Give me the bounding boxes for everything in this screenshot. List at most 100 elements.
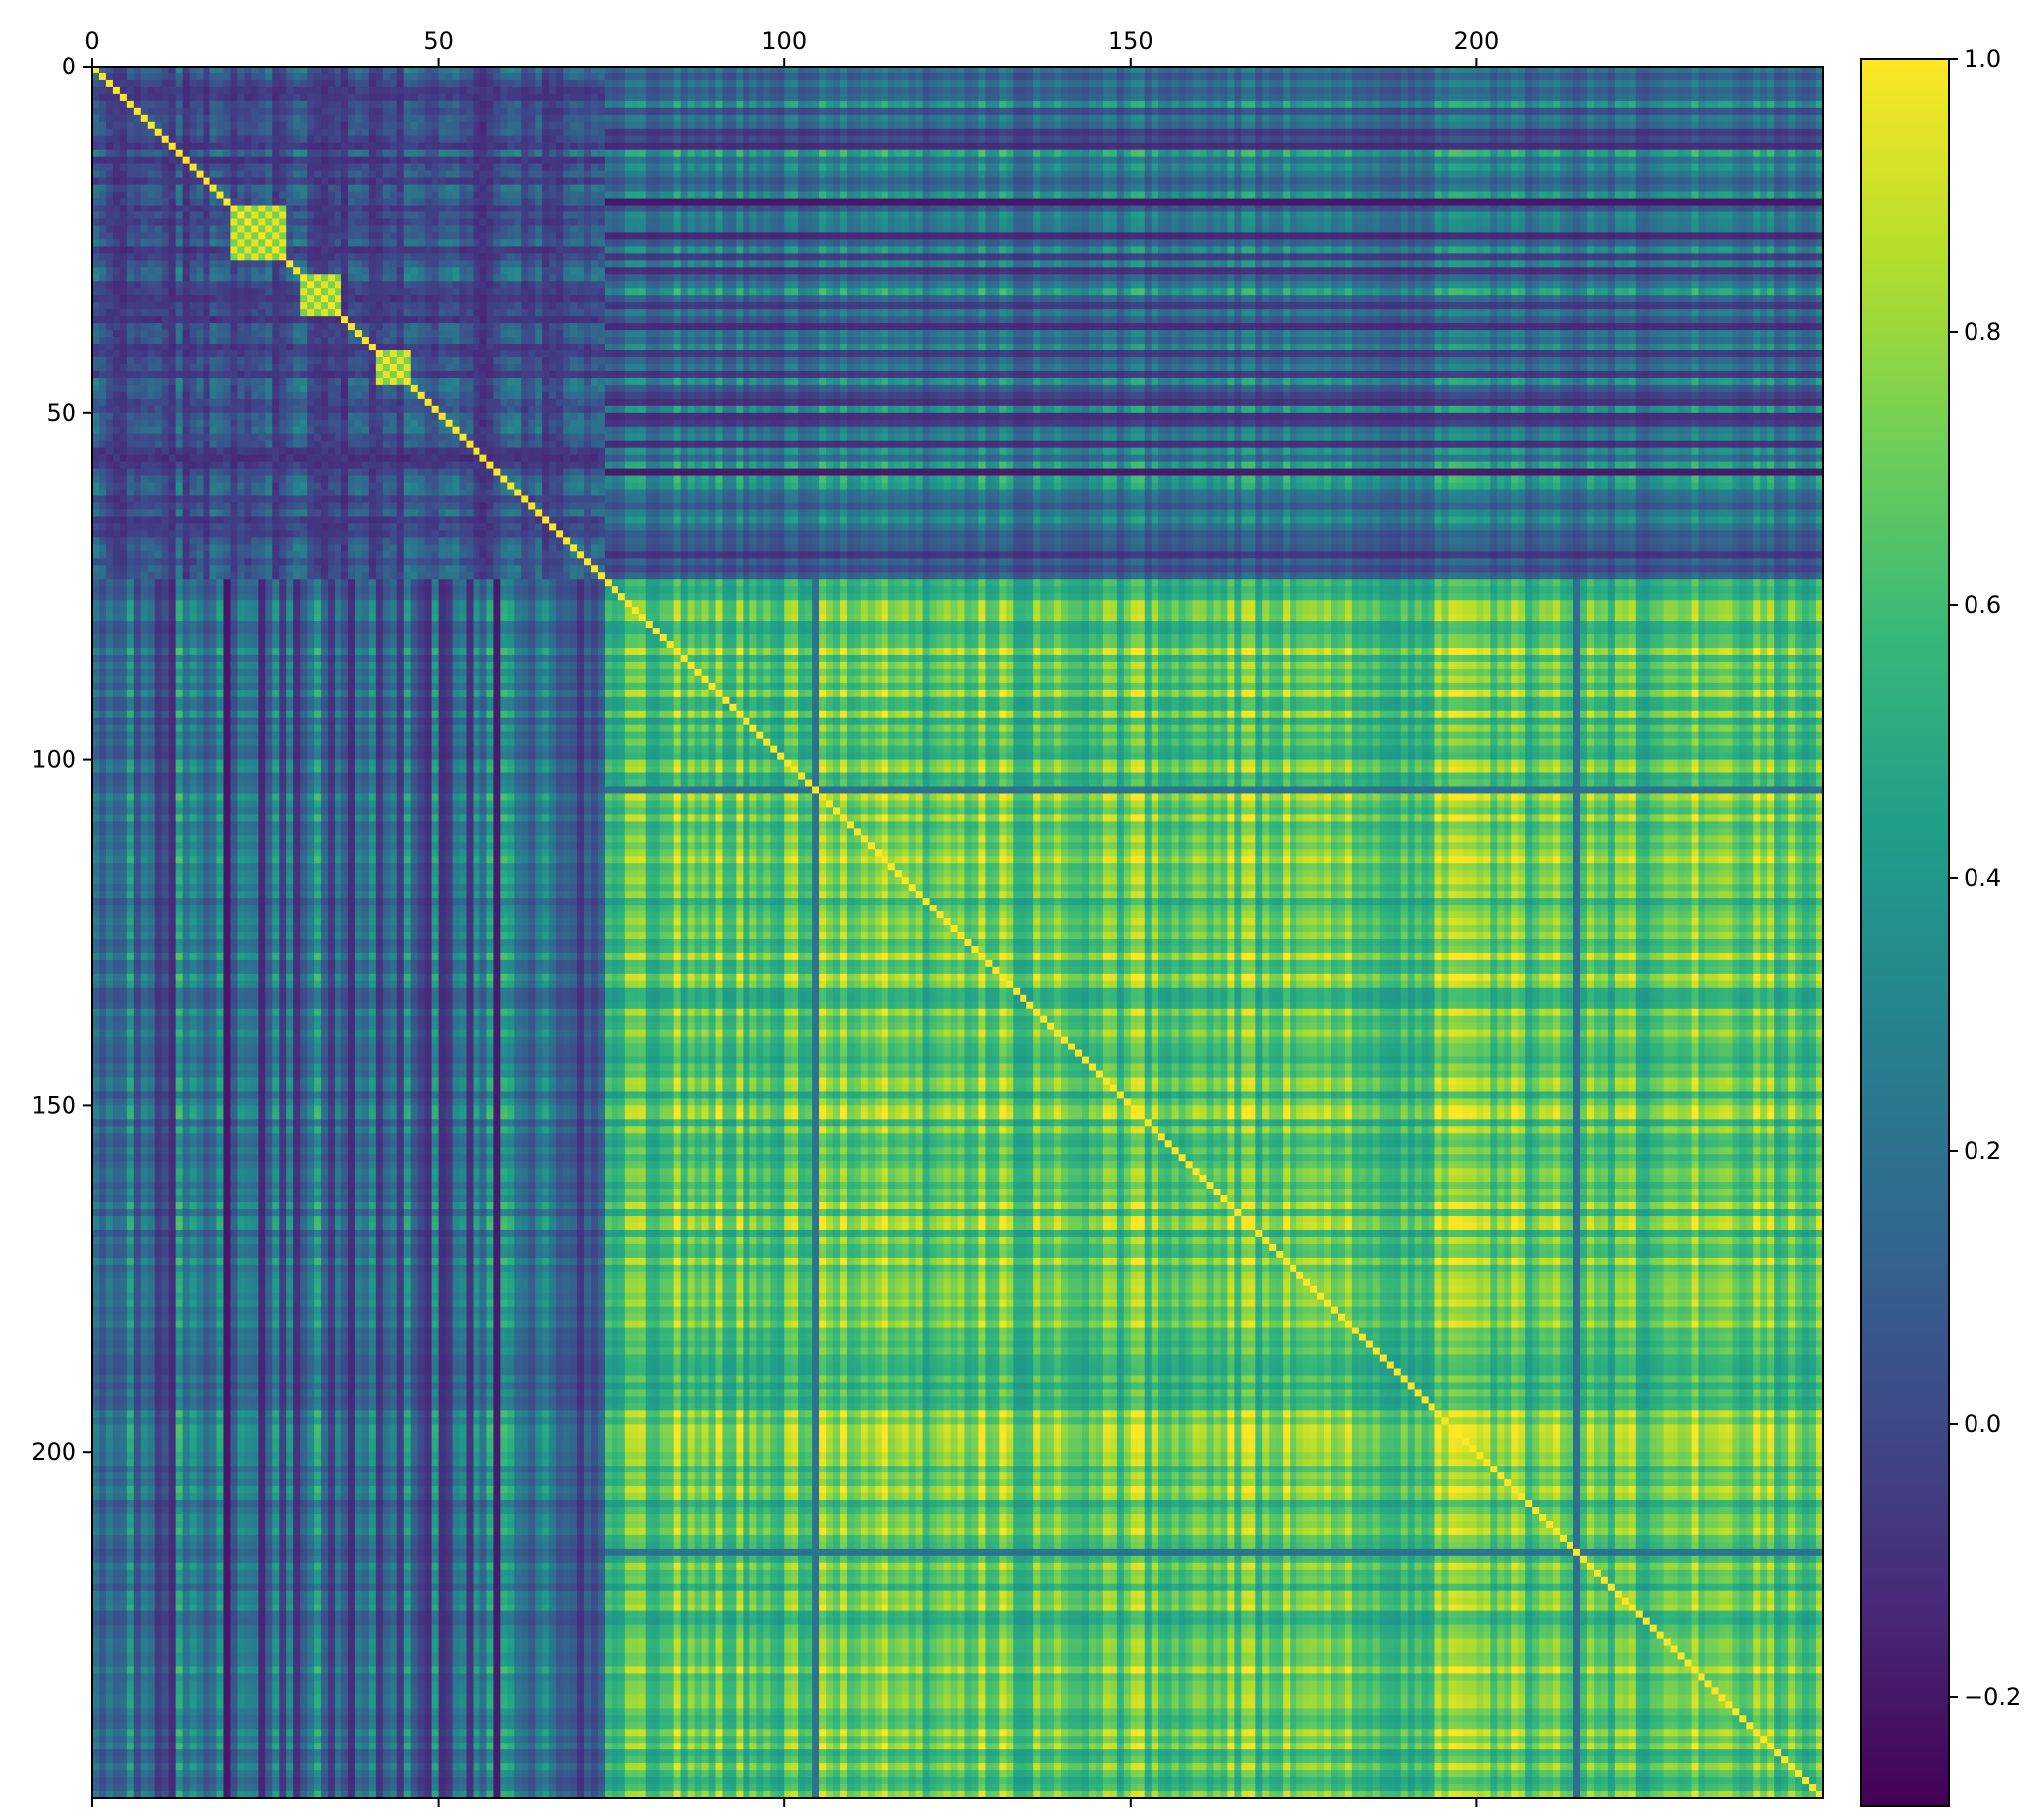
heatmap-cell xyxy=(514,73,522,81)
heatmap-cell xyxy=(258,67,266,74)
heatmap-cell xyxy=(1567,67,1574,74)
heatmap-cell xyxy=(861,94,869,102)
heatmap-cell xyxy=(861,87,869,95)
heatmap-cell xyxy=(425,73,433,81)
heatmap-cell xyxy=(1290,87,1297,95)
heatmap-cell xyxy=(756,80,764,88)
heatmap-cell xyxy=(1380,67,1388,74)
heatmap-cell xyxy=(113,73,121,81)
heatmap-cell xyxy=(1594,94,1602,102)
heatmap-cell xyxy=(577,80,585,88)
heatmap-cell xyxy=(390,73,398,81)
heatmap-cell xyxy=(1629,87,1637,95)
heatmap-cell xyxy=(453,101,461,109)
heatmap-cell xyxy=(473,73,480,81)
heatmap-cell xyxy=(1718,87,1726,95)
heatmap-cell xyxy=(1732,67,1740,74)
heatmap-cell xyxy=(1760,73,1768,81)
heatmap-cell xyxy=(500,94,508,102)
heatmap-cell xyxy=(1241,80,1249,88)
heatmap-cell xyxy=(729,80,737,88)
heatmap-cell xyxy=(279,80,287,88)
heatmap-cell xyxy=(425,87,433,95)
heatmap-cell xyxy=(439,73,447,81)
heatmap-cell xyxy=(868,87,876,95)
heatmap-cell xyxy=(736,73,744,81)
heatmap-cell xyxy=(141,67,149,74)
heatmap-cell xyxy=(958,80,966,88)
heatmap-cell xyxy=(1303,67,1311,74)
heatmap-cell xyxy=(106,101,114,109)
heatmap-cell xyxy=(833,94,841,102)
heatmap-cell xyxy=(1262,80,1270,88)
heatmap-cell xyxy=(743,80,750,88)
heatmap-cell xyxy=(335,101,342,109)
heatmap-cell xyxy=(944,80,952,88)
heatmap-cell xyxy=(120,101,128,109)
heatmap-cell xyxy=(1082,73,1090,81)
heatmap-cell xyxy=(729,73,737,81)
heatmap-cell xyxy=(411,87,419,95)
heatmap-cell xyxy=(1767,94,1775,102)
heatmap-cell xyxy=(293,94,301,102)
heatmap-cell xyxy=(418,94,426,102)
heatmap-cell xyxy=(204,87,211,95)
heatmap-cell xyxy=(805,80,813,88)
heatmap-cell xyxy=(999,73,1007,81)
heatmap-cell xyxy=(162,94,170,102)
heatmap-cell xyxy=(113,101,121,109)
heatmap-cell xyxy=(1075,73,1083,81)
heatmap-cell xyxy=(230,73,238,81)
heatmap-cell xyxy=(1767,73,1775,81)
heatmap-cell xyxy=(702,87,710,95)
heatmap-cell xyxy=(1415,87,1423,95)
heatmap-cell xyxy=(1643,87,1651,95)
heatmap-cell xyxy=(1732,94,1740,102)
heatmap-cell xyxy=(722,73,730,81)
heatmap-cell xyxy=(591,67,599,74)
heatmap-cell xyxy=(1241,87,1249,95)
heatmap-cell xyxy=(1608,94,1616,102)
heatmap-cell xyxy=(777,94,785,102)
heatmap-cell xyxy=(1594,67,1602,74)
heatmap-cell xyxy=(729,87,737,95)
heatmap-cell xyxy=(1138,87,1146,95)
heatmap-cell xyxy=(1462,87,1470,95)
heatmap-cell xyxy=(432,73,440,81)
heatmap-cell xyxy=(847,67,855,74)
heatmap-cell xyxy=(1518,87,1526,95)
heatmap-cell xyxy=(1290,80,1297,88)
heatmap-cell xyxy=(362,67,370,74)
heatmap-cell xyxy=(404,87,412,95)
heatmap-cell xyxy=(258,73,266,81)
heatmap-cell xyxy=(272,80,280,88)
heatmap-cell xyxy=(1774,67,1782,74)
heatmap-cell xyxy=(577,87,585,95)
heatmap-cell xyxy=(1711,87,1719,95)
heatmap-cell xyxy=(570,80,578,88)
heatmap-cell xyxy=(1310,87,1318,95)
heatmap-cell xyxy=(258,87,266,95)
heatmap-cell xyxy=(1401,67,1409,74)
heatmap-cell xyxy=(383,94,391,102)
heatmap-cell xyxy=(556,94,564,102)
heatmap-cell xyxy=(1629,73,1637,81)
heatmap-cell xyxy=(432,80,440,88)
heatmap-cell xyxy=(446,87,454,95)
heatmap-cell xyxy=(1664,67,1672,74)
heatmap-cell xyxy=(1774,94,1782,102)
heatmap-cell xyxy=(279,94,287,102)
heatmap-cell xyxy=(1732,80,1740,88)
heatmap-cell xyxy=(514,87,522,95)
heatmap-cell xyxy=(335,87,342,95)
heatmap-cell xyxy=(127,94,135,102)
heatmap-cell xyxy=(1553,87,1561,95)
heatmap-cell xyxy=(1033,94,1041,102)
heatmap-cell xyxy=(916,80,924,88)
heatmap-cell xyxy=(348,101,356,109)
heatmap-cell xyxy=(521,87,529,95)
heatmap-cell xyxy=(1324,87,1332,95)
heatmap-cell xyxy=(314,80,322,88)
heatmap-cell xyxy=(1373,80,1381,88)
heatmap-cell xyxy=(584,73,592,81)
